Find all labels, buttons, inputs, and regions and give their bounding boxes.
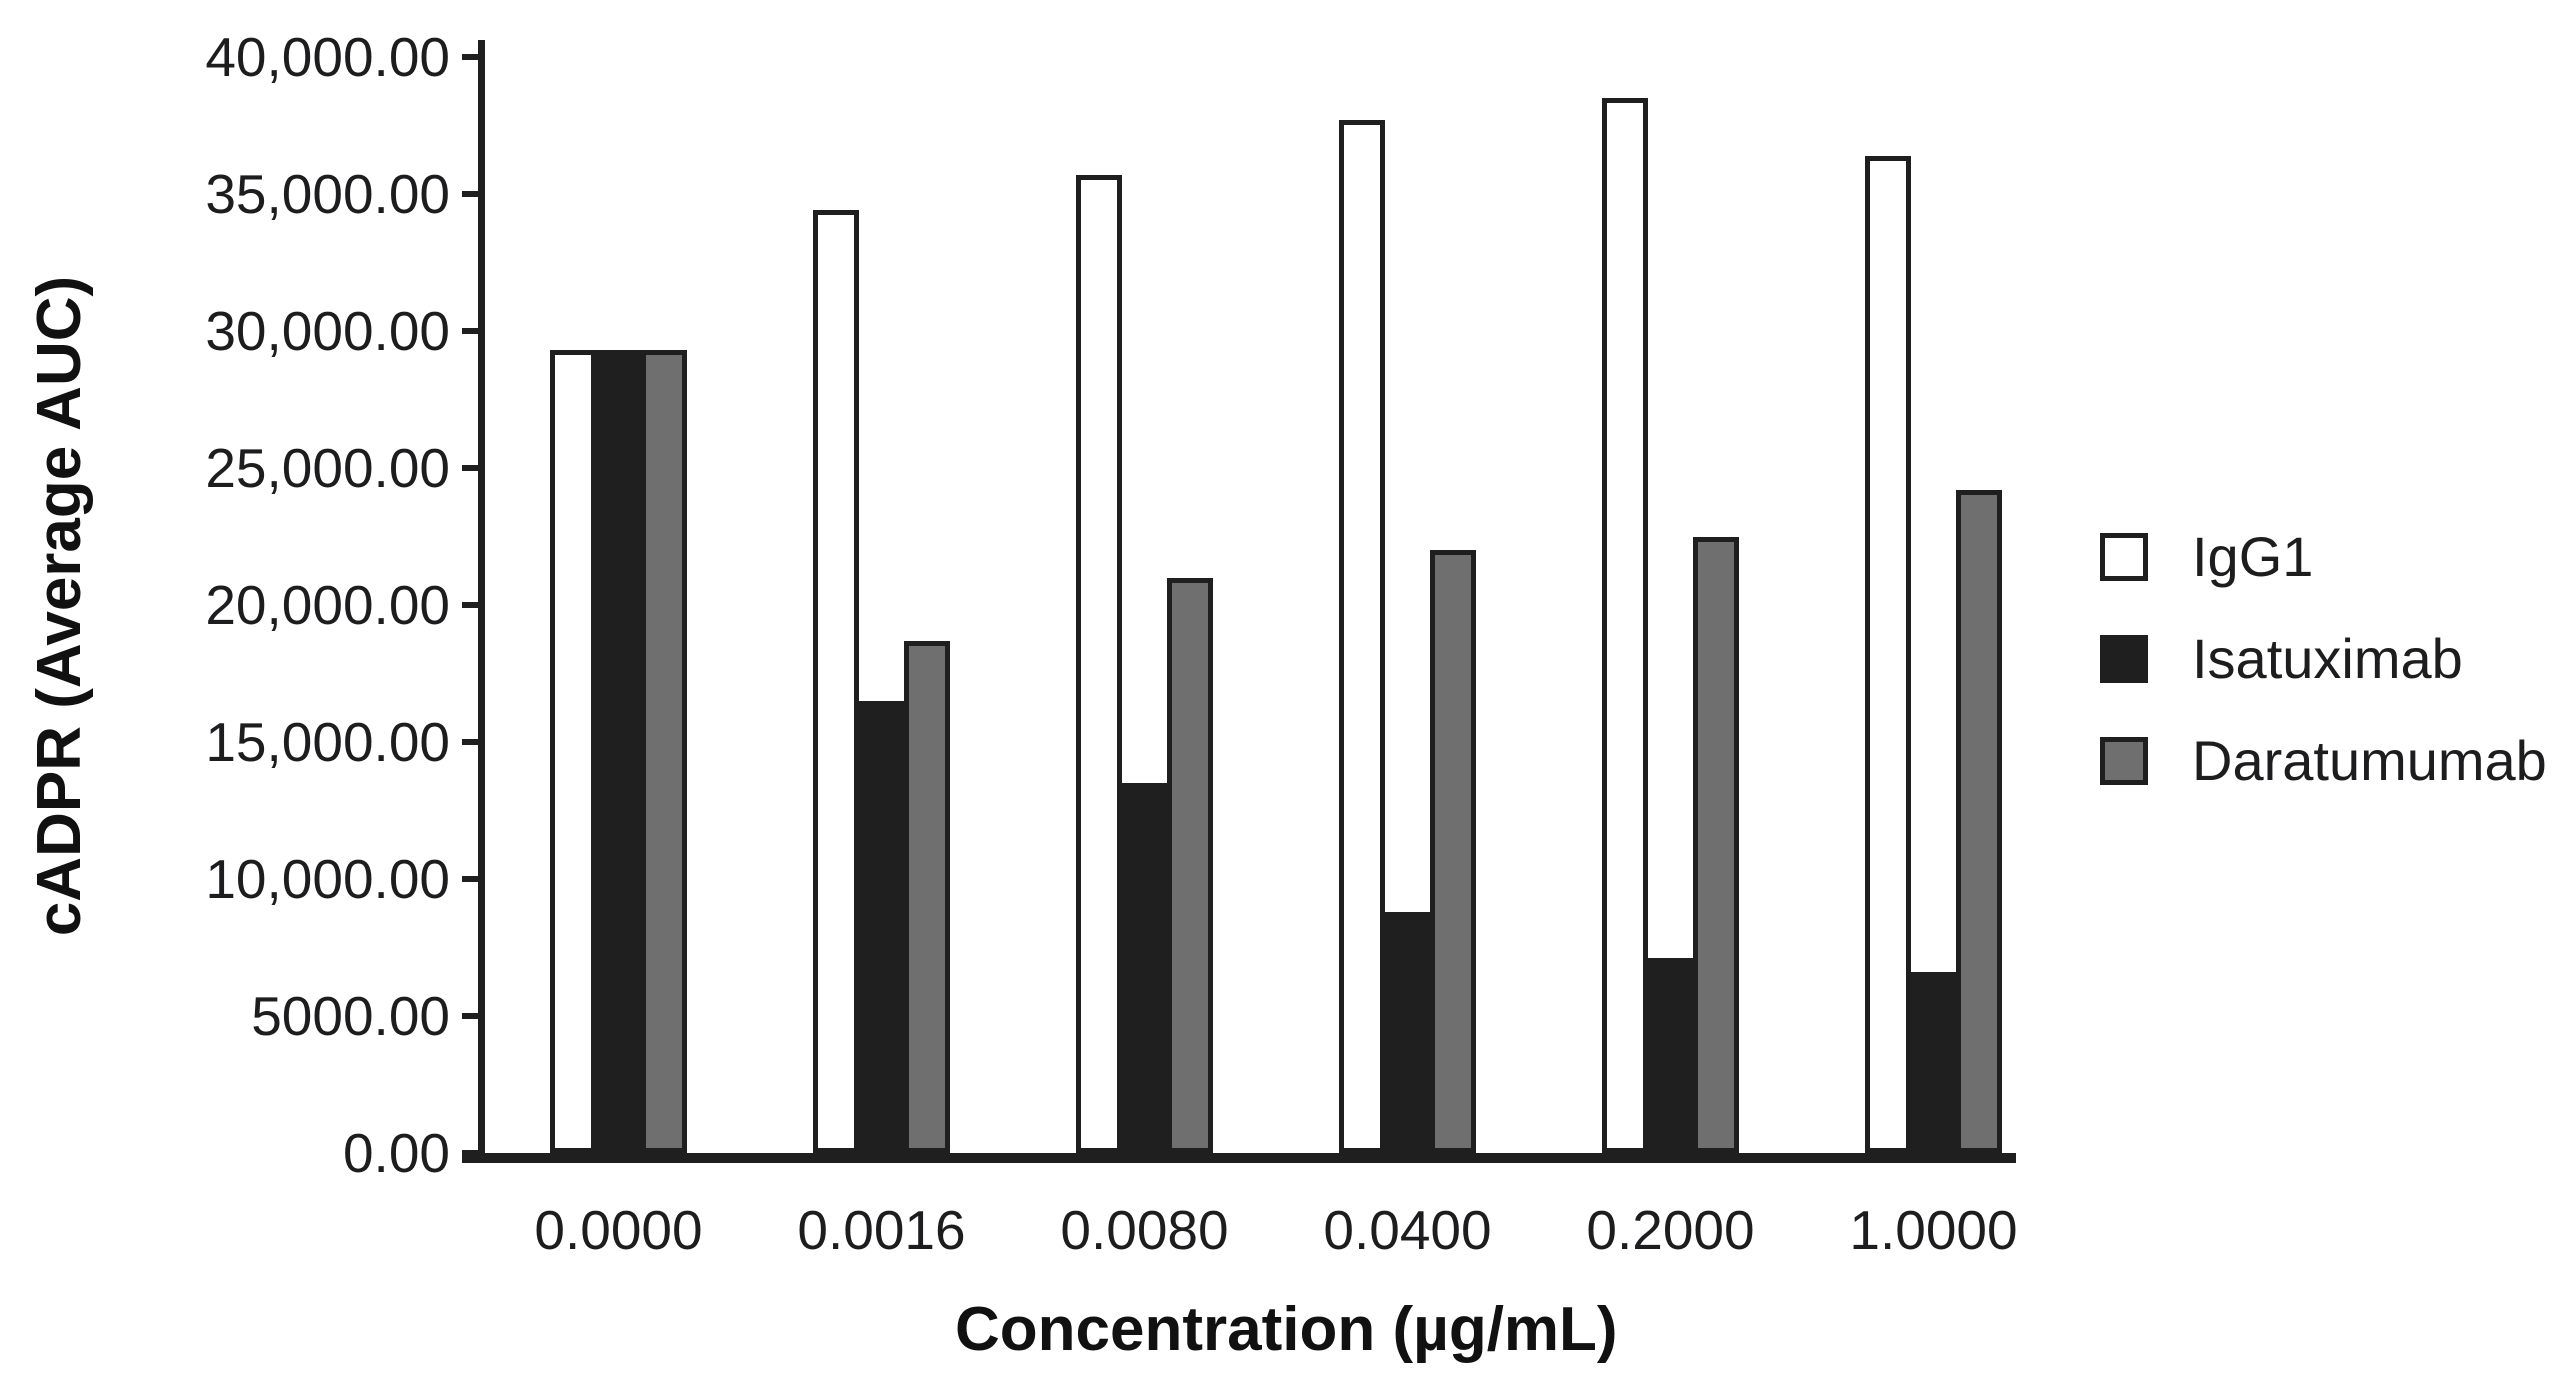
x-tick-label: 0.0016 [797, 1199, 966, 1261]
bar-isatuximab [595, 350, 642, 1153]
y-tick-label: 0.00 [342, 1122, 450, 1184]
bar-daratumumab [1430, 550, 1476, 1153]
bar-daratumumab [641, 350, 687, 1153]
y-tick-mark [462, 328, 484, 334]
x-tick-label: 0.0080 [1060, 1199, 1229, 1261]
y-tick-mark [462, 1013, 484, 1019]
y-tick-label: 20,000.00 [205, 574, 450, 636]
legend-label-daratumumab: Daratumumab [2192, 729, 2547, 792]
y-tick-mark [462, 465, 484, 471]
y-tick-label: 40,000.00 [205, 26, 450, 88]
y-axis-line [478, 40, 485, 1163]
bar-isatuximab [1647, 958, 1694, 1153]
bar-igg1 [813, 210, 859, 1153]
legend-swatch-igg1 [2100, 533, 2148, 581]
bar-igg1 [550, 350, 596, 1153]
bar-isatuximab [1121, 783, 1168, 1153]
bar-igg1 [1339, 120, 1385, 1153]
x-tick-label: 0.0400 [1323, 1199, 1492, 1261]
y-tick-label: 25,000.00 [205, 437, 450, 499]
y-tick-mark [462, 739, 484, 745]
bar-daratumumab [1956, 489, 2002, 1153]
y-tick-mark [462, 876, 484, 882]
bar-igg1 [1865, 155, 1911, 1153]
y-tick-mark [462, 54, 484, 60]
x-tick-label: 0.2000 [1586, 1199, 1755, 1261]
y-tick-label: 30,000.00 [205, 300, 450, 362]
legend-swatch-daratumumab [2100, 737, 2148, 785]
y-tick-mark [462, 191, 484, 197]
x-axis-line [462, 1153, 2016, 1163]
y-tick-label: 5000.00 [251, 985, 450, 1047]
x-tick-label: 1.0000 [1849, 1199, 2018, 1261]
bar-daratumumab [1167, 577, 1213, 1153]
bar-igg1 [1602, 98, 1648, 1153]
legend-label-isatuximab: Isatuximab [2192, 627, 2463, 690]
y-tick-mark [462, 1150, 484, 1156]
bar-igg1 [1076, 174, 1122, 1153]
legend-swatch-isatuximab [2100, 635, 2148, 683]
y-tick-mark [462, 602, 484, 608]
bar-isatuximab [858, 700, 905, 1153]
bar-daratumumab [904, 640, 950, 1153]
y-tick-label: 35,000.00 [205, 163, 450, 225]
x-tick-label: 0.0000 [534, 1199, 703, 1261]
legend-label-igg1: IgG1 [2192, 525, 2314, 588]
bar-daratumumab [1693, 536, 1739, 1153]
y-tick-label: 15,000.00 [205, 711, 450, 773]
y-tick-label: 10,000.00 [205, 848, 450, 910]
x-axis-title: Concentration (µg/mL) [955, 1295, 1618, 1364]
bar-isatuximab [1384, 911, 1431, 1153]
bar-isatuximab [1910, 972, 1957, 1153]
